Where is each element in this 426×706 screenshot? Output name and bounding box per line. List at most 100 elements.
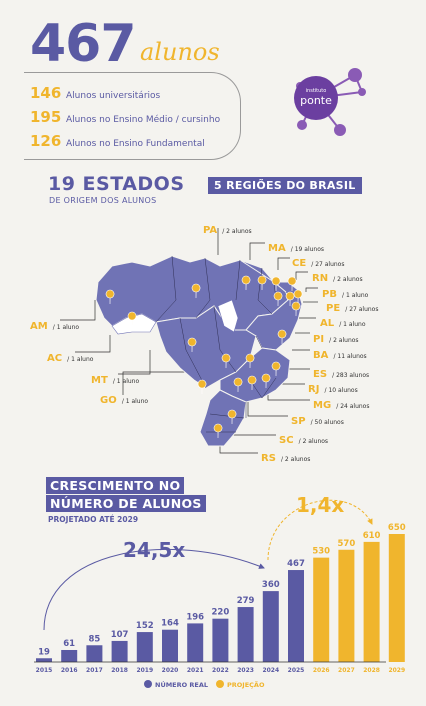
pin-am xyxy=(105,289,115,305)
legend-label-projection: PROJEÇÃO xyxy=(227,680,265,689)
pin-sc xyxy=(227,409,237,425)
pin-pi xyxy=(257,275,267,291)
x-tick-label-2028: 2028 xyxy=(363,667,380,674)
stat-label: Alunos no Ensino Médio / cursinho xyxy=(66,115,221,125)
instituto-ponte-logo: instituto ponte xyxy=(294,68,366,136)
bar-2028 xyxy=(363,541,380,662)
stat-number: 126 xyxy=(30,132,62,150)
pin-ba xyxy=(277,329,287,345)
pin-pe2 xyxy=(273,291,283,307)
bar-2018 xyxy=(111,640,128,662)
state-label-es: ES / 283 alunos xyxy=(313,369,370,380)
state-label-ce: CE / 27 alunos xyxy=(292,258,345,269)
bar-2029 xyxy=(388,534,405,662)
stat-number: 195 xyxy=(30,108,62,126)
x-tick-label-2018: 2018 xyxy=(111,667,128,674)
bar-2023 xyxy=(237,607,254,662)
pin-rn xyxy=(287,276,297,292)
logo-text-line1: instituto xyxy=(306,88,327,94)
x-tick-label-2027: 2027 xyxy=(338,667,355,674)
chart-title-line2: NÚMERO DE ALUNOS xyxy=(46,495,206,512)
x-tick-label-2020: 2020 xyxy=(162,667,179,674)
brazil-states-shape xyxy=(95,255,303,447)
bar-2021 xyxy=(187,623,204,662)
bar-2026 xyxy=(313,557,330,662)
chart-title-line1: CRESCIMENTO NO xyxy=(46,477,185,494)
pin-mt xyxy=(187,337,197,353)
pin-rj xyxy=(261,373,271,389)
pin-go xyxy=(221,353,231,369)
brazil-map xyxy=(60,228,318,454)
state-label-ma: MA / 19 alunos xyxy=(268,243,325,254)
x-tick-label-2029: 2029 xyxy=(388,667,405,674)
x-tick-label-2024: 2024 xyxy=(262,667,279,674)
state-label-sc: SC / 2 alunos xyxy=(279,435,329,446)
x-tick-label-2026: 2026 xyxy=(313,667,330,674)
growth-real-arc xyxy=(43,548,265,631)
total-students-number: 467 xyxy=(30,14,137,74)
state-label-al: AL / 1 aluno xyxy=(320,318,366,329)
legend: NÚMERO REAL PROJEÇÃO xyxy=(144,680,265,689)
bar-value-label-2017: 85 xyxy=(88,634,100,644)
chart-subtitle: PROJETADO ATÉ 2029 xyxy=(48,515,139,524)
map-leader-lines xyxy=(60,228,318,454)
x-tick-label-2021: 2021 xyxy=(187,667,204,674)
stat-label: Alunos universitários xyxy=(66,91,161,101)
pin-al xyxy=(291,301,301,317)
pin-rs xyxy=(213,423,223,439)
bar-value-label-2027: 570 xyxy=(338,539,356,549)
bar-2019 xyxy=(136,632,153,662)
pin-pa xyxy=(191,283,201,299)
state-label-pa: PA / 2 alunos xyxy=(203,225,252,236)
bar-2024 xyxy=(262,591,279,662)
legend-label-real: NÚMERO REAL xyxy=(155,680,208,689)
legend-swatch-real xyxy=(144,680,152,688)
state-label-go: GO / 1 aluno xyxy=(100,395,149,406)
pin-ma xyxy=(241,275,251,291)
legend-swatch-projection xyxy=(216,680,224,688)
stats-frame xyxy=(24,72,241,160)
bar-value-label-2029: 650 xyxy=(388,523,406,533)
states-title: 19 ESTADOS xyxy=(48,173,185,195)
x-tick-label-2017: 2017 xyxy=(86,667,103,674)
bar-2015 xyxy=(36,658,52,662)
state-label-sp: SP / 50 alunos xyxy=(291,416,344,427)
logo-text-line2: ponte xyxy=(300,94,332,107)
bar-value-label-2023: 279 xyxy=(237,596,255,606)
x-tick-label-2019: 2019 xyxy=(136,667,153,674)
stat-university: 146 Alunos universitários xyxy=(30,84,160,102)
x-tick-label-2025: 2025 xyxy=(288,667,305,674)
x-tick-label-2015: 2015 xyxy=(36,667,53,674)
bar-value-label-2021: 196 xyxy=(186,612,204,622)
stat-number: 146 xyxy=(30,84,62,102)
pin-ac xyxy=(127,311,137,327)
bar-2020 xyxy=(162,629,178,662)
bar-value-label-2026: 530 xyxy=(312,547,330,557)
pin-mg xyxy=(245,353,255,369)
bar-value-label-2019: 152 xyxy=(136,621,154,631)
bar-value-label-2018: 107 xyxy=(111,630,129,640)
state-label-pb: PB / 1 aluno xyxy=(322,289,369,300)
bar-value-label-2016: 61 xyxy=(63,639,75,649)
bar-2027 xyxy=(338,549,355,662)
state-label-ac: AC / 1 aluno xyxy=(47,353,94,364)
bar-2025 xyxy=(288,570,304,662)
bar-value-label-2015: 19 xyxy=(38,647,50,657)
map-pins xyxy=(105,275,303,439)
state-label-pe: PE / 27 alunos xyxy=(326,303,379,314)
pin-sp xyxy=(233,377,243,393)
pin-pr xyxy=(197,379,207,395)
state-label-rn: RN / 2 alunos xyxy=(312,273,363,284)
growth-bar-chart: 19 61 85 107 152 164 196 220 279 360 467 530 570 610 6… xyxy=(34,499,406,689)
bar-2016 xyxy=(61,649,78,662)
bar-value-label-2022: 220 xyxy=(212,608,230,618)
bar-value-label-2024: 360 xyxy=(262,580,280,590)
bar-value-label-2028: 610 xyxy=(363,531,381,541)
bar-2017 xyxy=(86,645,103,662)
pin-mg2 xyxy=(247,375,257,391)
states-subtitle: DE ORIGEM DOS ALUNOS xyxy=(49,196,157,205)
state-label-mg: MG / 24 alunos xyxy=(313,400,370,411)
state-label-am: AM / 1 aluno xyxy=(30,321,80,332)
pin-ce xyxy=(271,276,281,292)
stat-label: Alunos no Ensino Fundamental xyxy=(66,139,205,149)
